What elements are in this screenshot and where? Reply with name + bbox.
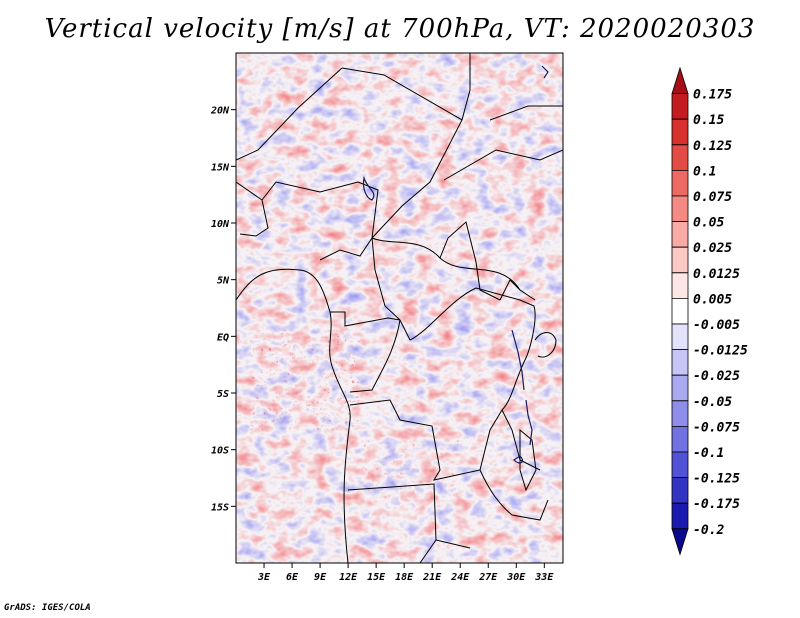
colorbar-label: 0.175: [693, 88, 732, 103]
lon-tick-label: 24E: [450, 572, 470, 583]
colorbar-segment: [671, 170, 689, 197]
colorbar-segment: [671, 144, 689, 171]
colorbar-segment: [671, 195, 689, 222]
lon-tick-label: 9E: [314, 572, 327, 583]
colorbar-label: -0.0125: [693, 344, 748, 359]
colorbar-label: 0.1: [693, 164, 716, 179]
grads-credit: GrADS: IGES/COLA: [4, 603, 91, 613]
lat-tick-label: 5S: [217, 389, 229, 400]
colorbar-segment: [671, 528, 689, 556]
inland-water: [362, 65, 549, 464]
lon-tick-label: 15E: [367, 572, 386, 583]
colorbar-label: 0.005: [693, 292, 732, 307]
colorbar-label: 0.05: [693, 216, 724, 231]
plot-title: Vertical velocity [m/s] at 700hPa, VT: 2…: [44, 14, 756, 44]
lat-tick-label: 20N: [210, 106, 230, 117]
lat-tick-label: 5N: [217, 276, 230, 287]
lat-tick-label: EQ: [217, 332, 229, 343]
lon-tick-label: 6E: [286, 572, 299, 583]
colorbar-segment: [671, 221, 689, 248]
colorbar-label: -0.05: [693, 395, 732, 410]
colorbar: 0.175 0.15 0.125 0.1 0.075 0.05 0.025 0.0125 0.0…: [671, 66, 748, 556]
colorbar-segment: [671, 272, 689, 299]
colorbar-label: -0.125: [693, 472, 740, 487]
colorbar-segment: [671, 477, 689, 504]
lon-tick-label: 30E: [506, 572, 526, 583]
colorbar-segment: [671, 502, 689, 530]
colorbar-segment: [671, 93, 689, 120]
colorbar-segment: [671, 298, 689, 325]
colorbar-segment: [671, 246, 689, 274]
vertical-velocity-field: [236, 53, 563, 563]
lon-tick-label: 3E: [257, 572, 271, 583]
colorbar-segment: [671, 374, 689, 402]
latitude-axis: 20N 15N 10N 5N EQ 5S 10S 15S: [210, 106, 236, 513]
colorbar-label: 0.025: [693, 241, 732, 256]
colorbar-label: -0.025: [693, 369, 740, 384]
colorbar-segment: [671, 451, 689, 478]
colorbar-segment: [671, 118, 689, 146]
colorbar-label: 0.15: [693, 113, 724, 128]
colorbar-label: -0.075: [693, 420, 740, 435]
colorbar-segment: [671, 400, 689, 427]
colorbar-label: -0.1: [693, 446, 724, 461]
colorbar-label: -0.005: [693, 318, 740, 333]
map-frame: [235, 52, 564, 564]
colorbar-segment: [671, 66, 689, 94]
colorbar-label: 0.075: [693, 190, 732, 205]
lat-tick-label: 10S: [211, 446, 229, 457]
colorbar-segment: [671, 349, 689, 376]
lon-tick-label: 27E: [478, 572, 498, 583]
colorbar-segment: [671, 323, 689, 350]
colorbar-label: -0.2: [693, 523, 724, 538]
colorbar-segment: [671, 426, 689, 453]
longitude-axis: 3E 6E 9E 12E 15E 18E 21E 24E 27E 30E 33E: [257, 563, 554, 583]
colorbar-label: -0.175: [693, 497, 740, 512]
lat-tick-label: 10N: [211, 219, 230, 230]
lat-tick-label: 15N: [211, 162, 230, 173]
lat-tick-label: 15S: [211, 502, 229, 513]
lon-tick-label: 18E: [395, 572, 414, 583]
lon-tick-label: 33E: [534, 572, 554, 583]
colorbar-label: 0.125: [693, 139, 732, 154]
lon-tick-label: 12E: [339, 572, 358, 583]
colorbar-label: 0.0125: [693, 267, 740, 282]
lon-tick-label: 21E: [422, 572, 442, 583]
